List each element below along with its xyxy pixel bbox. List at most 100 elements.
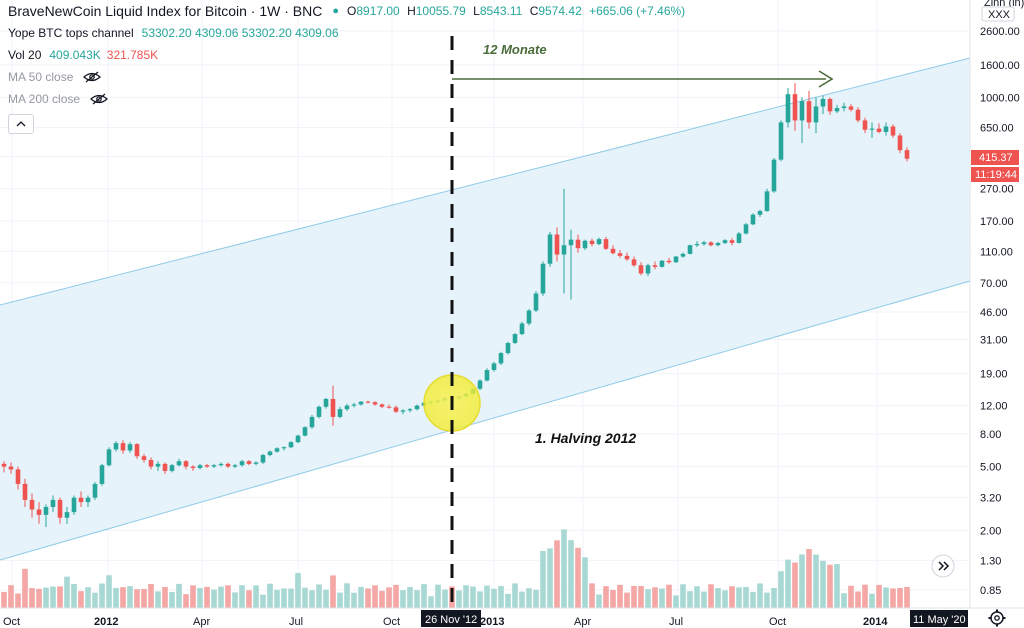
time-tick-label: Oct (3, 616, 20, 628)
volume-bar (477, 591, 483, 608)
chart-legend: BraveNewCoin Liquid Index for Bitcoin · … (8, 0, 689, 134)
right-date-badge (910, 610, 968, 627)
legend-volume-row[interactable]: Vol 20 409.043K 321.785K (8, 48, 159, 62)
volume-bar (757, 583, 763, 608)
candle-body (85, 497, 91, 503)
volume-bar (897, 587, 903, 608)
volume-bar (519, 591, 525, 608)
collapse-legend-button[interactable] (8, 114, 34, 134)
countdown-badge (971, 167, 1019, 182)
candle-body (274, 448, 280, 452)
scroll-right-button[interactable] (931, 554, 955, 578)
candle-body (71, 497, 77, 513)
candle-body (638, 265, 644, 274)
price-tick-label: 270.00 (980, 184, 1014, 196)
gear-icon[interactable] (988, 609, 1006, 627)
volume-bar (771, 587, 777, 608)
candle-body (36, 509, 42, 515)
volume-bar (274, 589, 280, 608)
candle-body (575, 239, 581, 249)
volume-bar (148, 583, 154, 608)
volume-bar (883, 587, 889, 608)
volume-bar (869, 593, 875, 608)
channel-fill (0, 58, 970, 560)
time-tick-label: 2012 (94, 616, 118, 628)
volume-bar (575, 547, 581, 608)
candle-body (897, 135, 903, 151)
price-tick-label: 1600.00 (980, 60, 1020, 72)
channel-lower-line[interactable] (0, 280, 971, 561)
volume-bar (92, 592, 98, 608)
volume-bar (428, 596, 434, 608)
volume-bar (582, 557, 588, 608)
volume-bar (358, 586, 364, 608)
candle-body (204, 465, 210, 467)
candles (1, 83, 910, 528)
volume-bar (183, 594, 189, 608)
candle-body (610, 248, 616, 254)
volume-bar (547, 548, 553, 608)
price-tick-label: 46.00 (980, 307, 1008, 319)
candle-body (624, 255, 630, 260)
candle-body (848, 106, 854, 110)
volume-bar (169, 591, 175, 608)
candle-body (379, 404, 385, 407)
currency-box[interactable] (981, 6, 1015, 22)
legend-ma200-row[interactable]: MA 200 close (8, 88, 689, 110)
volume-bar (232, 592, 238, 608)
price-tick-label: 1.30 (980, 555, 1001, 567)
candle-body (64, 512, 70, 518)
legend-ma50-row[interactable]: MA 50 close (8, 66, 689, 88)
candle-body (673, 256, 679, 263)
time-tick-label: Apr (574, 616, 591, 628)
candle-body (155, 463, 161, 467)
candle-body (834, 108, 840, 112)
volume-bar (176, 583, 182, 608)
candle-body (218, 463, 224, 466)
volume-bar (687, 591, 693, 608)
time-tick-label: Jul (289, 616, 303, 628)
channel-upper-line[interactable] (0, 57, 971, 306)
price-axis-background[interactable] (971, 0, 1024, 608)
hidden-eye-icon[interactable] (90, 93, 108, 105)
volume-bar (134, 589, 140, 608)
volume-bar (372, 585, 378, 608)
candle-body (603, 239, 609, 249)
time-tick-label: Oct (383, 616, 400, 628)
volume-bar (106, 575, 112, 608)
hidden-eye-icon[interactable] (83, 71, 102, 83)
cursor-date-label: 26 Nov '12 (425, 614, 477, 626)
volume-bar (421, 584, 427, 608)
volume-bar (393, 584, 399, 608)
volume-bar (876, 584, 882, 608)
candle-body (239, 461, 245, 466)
axis-unit-label: Zinn (ln) (984, 0, 1024, 9)
volume-bar (64, 576, 70, 608)
candle-body (491, 363, 497, 371)
price-tick-label: 3.20 (980, 493, 1001, 505)
volume-bar (253, 585, 259, 608)
volume-bar (785, 559, 791, 608)
candle-body (267, 451, 273, 456)
candle-body (99, 465, 105, 484)
volume-bar (841, 593, 847, 608)
candle-body (883, 126, 889, 132)
volume-bar (400, 590, 406, 608)
candle-body (176, 461, 182, 466)
volume-bar (813, 554, 819, 608)
legend-channel-row[interactable]: Yope BTC tops channel 53302.20 4309.06 5… (8, 26, 339, 40)
candle-body (540, 263, 546, 294)
volume-bar (890, 588, 896, 608)
symbol-title[interactable]: BraveNewCoin Liquid Index for Bitcoin · … (8, 3, 323, 19)
volume-bar (407, 586, 413, 608)
price-tick-label: 31.00 (980, 335, 1008, 347)
volume-bar (15, 593, 21, 608)
candle-body (43, 506, 49, 515)
candle-body (337, 409, 343, 417)
volume-bar (190, 585, 196, 608)
volume-bar (666, 584, 672, 608)
time-axis-background[interactable] (0, 609, 970, 628)
candle-body (561, 245, 567, 255)
volume-bar (29, 588, 35, 608)
